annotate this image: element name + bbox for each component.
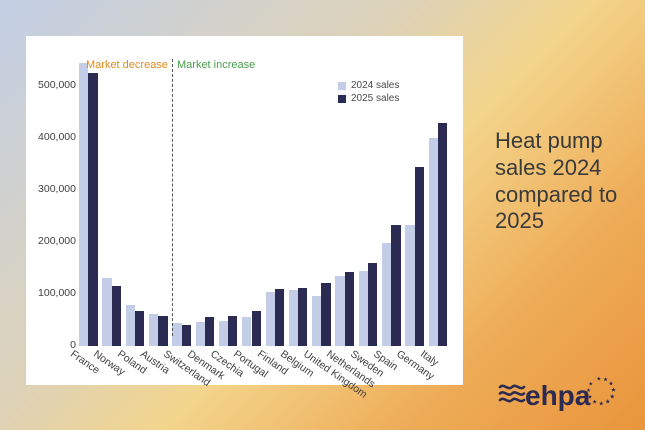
svg-text:ehpa: ehpa [525,380,591,411]
